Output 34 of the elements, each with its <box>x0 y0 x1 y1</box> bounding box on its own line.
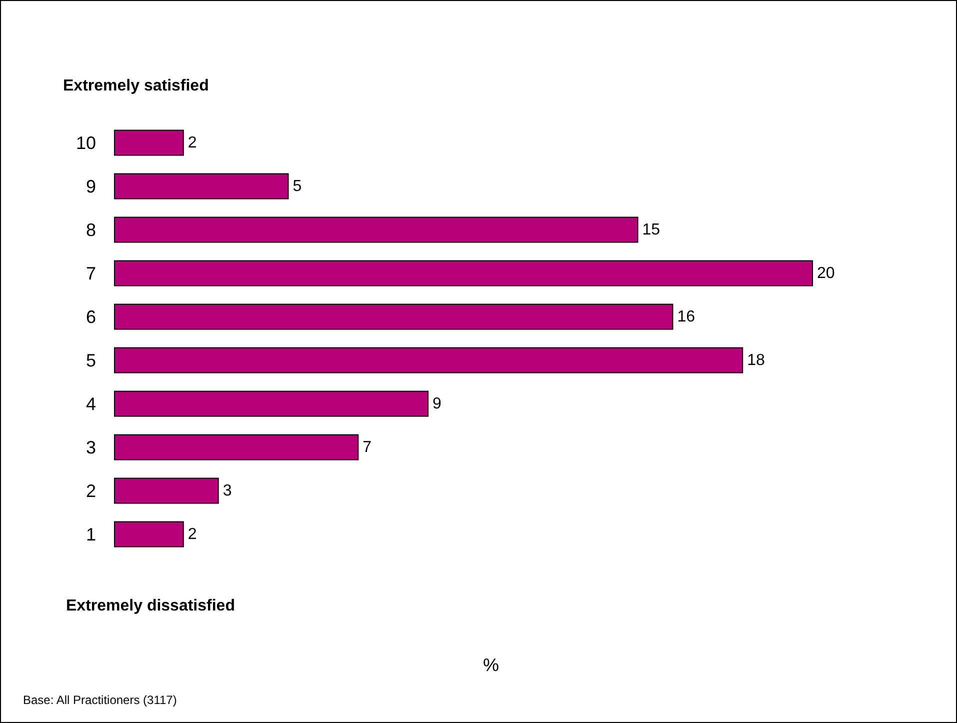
bar <box>114 304 674 330</box>
data-label: 15 <box>642 221 660 238</box>
bar <box>114 347 744 374</box>
data-label: 18 <box>747 352 765 369</box>
bar <box>114 216 638 243</box>
text: % <box>483 655 500 675</box>
data-label: 2 <box>188 134 197 152</box>
y-tick-label: 2 <box>86 480 96 501</box>
text: Base: All Practitioners (3117) <box>23 693 177 707</box>
text: Extremely dissatisfied <box>66 598 235 614</box>
chart-title: Extremely satisfied <box>63 78 209 94</box>
y-tick-label: 9 <box>86 176 96 196</box>
y-tick-label: 5 <box>86 350 96 370</box>
y-tick-label: 7 <box>86 263 96 284</box>
y-tick-label: 4 <box>86 394 96 414</box>
bar <box>114 434 359 460</box>
data-label: 3 <box>222 482 232 500</box>
bar <box>114 130 184 156</box>
data-label: 2 <box>188 526 197 543</box>
bar <box>114 260 813 286</box>
data-label: 5 <box>292 178 302 195</box>
y-tick-label: 3 <box>86 437 96 458</box>
bar <box>114 521 184 548</box>
data-label: 7 <box>362 438 372 456</box>
y-tick-label: 10 <box>76 132 96 153</box>
data-label: 16 <box>677 308 696 326</box>
y-tick-label: 8 <box>86 220 96 240</box>
bar <box>114 390 429 417</box>
y-tick-label: 6 <box>86 306 96 327</box>
y-tick-label: 1 <box>86 524 96 544</box>
data-label: 20 <box>817 264 835 282</box>
data-label: 9 <box>432 395 442 412</box>
bar <box>114 173 289 200</box>
bar <box>114 478 219 504</box>
